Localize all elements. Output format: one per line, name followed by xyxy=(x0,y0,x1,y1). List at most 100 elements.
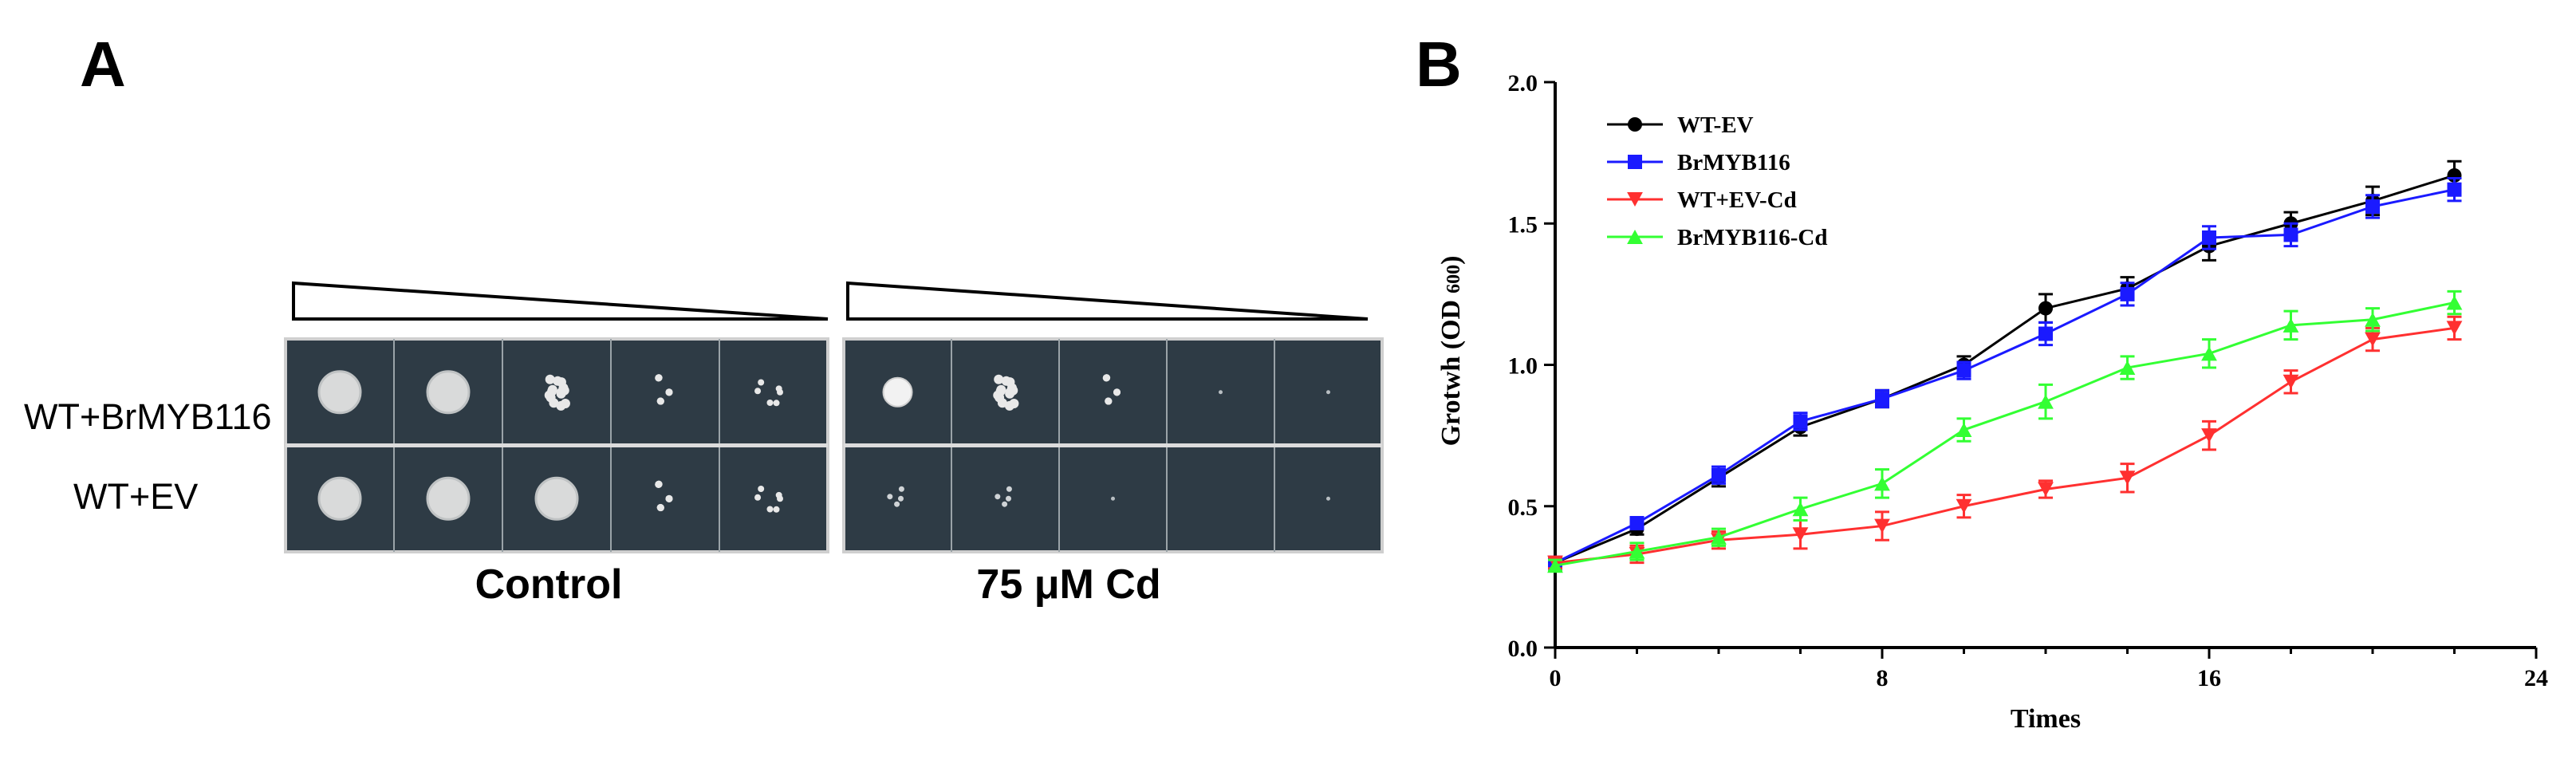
data-point xyxy=(1711,467,1726,482)
colony-spot xyxy=(887,486,904,507)
data-point xyxy=(2446,321,2463,336)
colony-spot xyxy=(993,374,1019,411)
y-axis-label: Grotwh (OD 600) xyxy=(1436,256,1466,447)
y-axis-label-subscript: 600 xyxy=(1444,265,1464,293)
data-point xyxy=(2038,482,2054,497)
colony-spot xyxy=(754,486,783,513)
x-tick-label: 8 xyxy=(1877,665,1889,691)
colony-spot xyxy=(317,476,362,521)
colony-spot xyxy=(317,370,362,415)
series-line xyxy=(1554,188,2455,565)
data-point xyxy=(1711,530,1727,545)
legend-entry: WT-EV xyxy=(1607,112,1754,138)
data-point xyxy=(2283,317,2299,333)
series-wt-ev-cd xyxy=(1547,315,2463,570)
x-tick-label: 0 xyxy=(1550,665,1562,691)
data-point xyxy=(2119,471,2136,486)
data-point xyxy=(1547,558,1563,573)
legend-marker xyxy=(1628,117,1642,132)
series-line xyxy=(1554,326,2455,565)
data-point xyxy=(2365,312,2381,327)
legend-entry: WT+EV-Cd xyxy=(1607,187,1797,213)
data-point xyxy=(1629,516,1644,531)
legend-marker xyxy=(1628,155,1642,169)
panel-a-label: A xyxy=(80,29,126,100)
colony-spot xyxy=(1111,496,1115,501)
data-point xyxy=(1956,423,1972,438)
data-point xyxy=(2202,230,2216,245)
colony-spot xyxy=(426,370,471,415)
x-tick-label: 24 xyxy=(2524,665,2548,691)
legend-marker xyxy=(1627,192,1643,207)
legend-label: BrMYB116 xyxy=(1677,150,1790,175)
growth-chart: 0.0 0.5 1.0 1.5 2.0 0 8 16 24 WT-EV BrMYB116 WT+EV… xyxy=(1508,70,2549,691)
data-point xyxy=(1792,502,1809,517)
data-point xyxy=(2120,286,2135,301)
dilution-wedge-cd xyxy=(846,281,1369,321)
dilution-wedge-control xyxy=(292,281,829,321)
data-point xyxy=(1629,544,1645,559)
colony-spot xyxy=(1102,374,1121,405)
data-point xyxy=(2038,326,2053,341)
data-point xyxy=(2283,227,2298,242)
series-brmyb116-cd xyxy=(1547,289,2463,573)
data-point xyxy=(1792,527,1809,542)
legend: WT-EV BrMYB116 WT+EV-Cd BrMYB116-Cd xyxy=(1607,112,1828,250)
colony-spot xyxy=(1326,496,1330,501)
legend-entry: BrMYB116-Cd xyxy=(1607,225,1828,250)
y-tick-label: 1.5 xyxy=(1508,211,1538,238)
y-tick-label: 0.5 xyxy=(1508,494,1538,521)
series-line xyxy=(1554,174,2455,565)
plate-caption-cd: 75 μM Cd xyxy=(976,561,1160,608)
data-point xyxy=(2038,394,2054,409)
data-point xyxy=(1956,498,1972,514)
row-label-wt-brmyb116: WT+BrMYB116 xyxy=(24,396,272,437)
panel-a: A WT+BrMYB116 WT+EV Control 75 μM Cd xyxy=(24,29,1384,608)
colony-spot xyxy=(544,374,570,411)
x-axis-label: Times xyxy=(2011,704,2081,734)
y-tick-label: 1.0 xyxy=(1508,353,1538,380)
legend-label: WT+EV-Cd xyxy=(1677,187,1797,213)
tick-marks: 0.0 0.5 1.0 1.5 2.0 0 8 16 24 xyxy=(1508,70,2549,691)
legend-label: WT-EV xyxy=(1677,112,1754,138)
data-point xyxy=(2119,360,2136,376)
legend-entry: BrMYB116 xyxy=(1607,150,1790,175)
data-point xyxy=(2446,295,2463,310)
data-point xyxy=(2038,301,2053,316)
plate-grid xyxy=(286,339,1382,552)
data-point xyxy=(2365,332,2381,347)
legend-marker xyxy=(1627,230,1643,244)
y-tick-label: 2.0 xyxy=(1508,70,1538,96)
panel-b-label: B xyxy=(1416,29,1462,100)
data-point xyxy=(1874,518,1890,534)
colony-spot xyxy=(655,480,673,512)
data-point xyxy=(1875,392,1889,407)
colony-spot xyxy=(882,376,913,408)
panel-b: B 0.0 0.5 1.0 1.5 2.0 0 8 16 24 WT-EV BrMYB116 WT+… xyxy=(1416,29,2548,734)
series-line xyxy=(1554,301,2455,567)
data-point xyxy=(1793,414,1808,429)
y-tick-label: 0.0 xyxy=(1508,636,1538,662)
colony-spot xyxy=(995,486,1012,507)
colony-spot xyxy=(534,476,579,521)
colony-spot xyxy=(1219,390,1223,395)
y-axis-label-close: ) xyxy=(1436,256,1466,265)
colony-spot xyxy=(655,374,673,405)
data-point xyxy=(2447,182,2462,197)
plate-caption-control: Control xyxy=(475,561,623,608)
y-axis-label-main: Grotwh (OD xyxy=(1436,300,1466,447)
data-point xyxy=(2283,374,2299,389)
colony-spot xyxy=(1326,390,1330,395)
data-point xyxy=(2201,346,2217,361)
x-tick-label: 16 xyxy=(2197,665,2221,691)
plate-spots xyxy=(317,370,1330,521)
row-label-wt-ev: WT+EV xyxy=(73,476,198,517)
colony-spot xyxy=(754,379,783,407)
data-point xyxy=(2365,199,2380,214)
data-point xyxy=(1874,476,1890,491)
series-layer xyxy=(1547,159,2463,573)
data-point xyxy=(2201,428,2217,443)
legend-label: BrMYB116-Cd xyxy=(1677,225,1828,250)
data-point xyxy=(1956,363,1971,378)
colony-spot xyxy=(426,476,471,521)
